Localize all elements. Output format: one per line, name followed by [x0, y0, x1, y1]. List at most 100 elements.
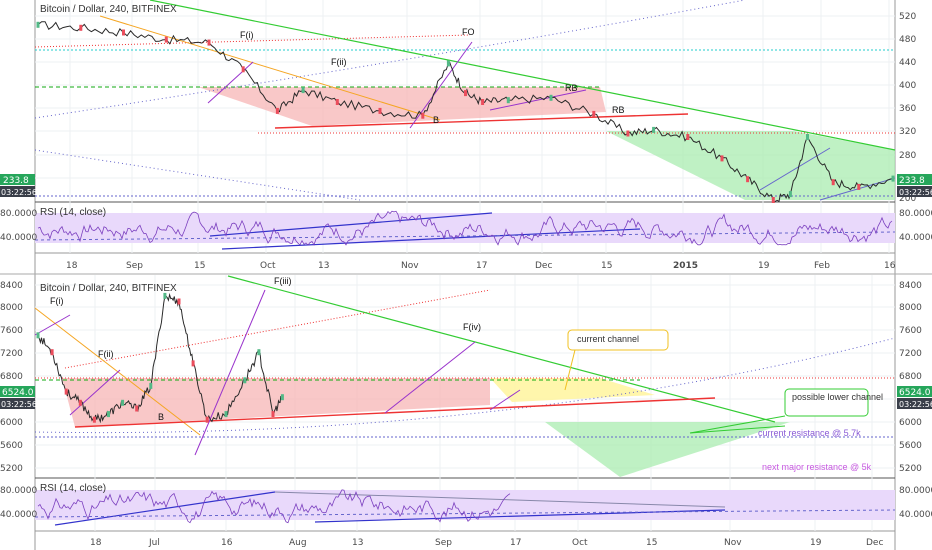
bottom-ytick: 5200 — [899, 464, 922, 474]
top-price-axis: 520 480 440 400 360 320 280 200 80.0000 … — [0, 12, 932, 243]
price-point — [421, 112, 425, 119]
top-chart-title: Bitcoin / Dollar, 240, BITFINEX — [40, 4, 177, 15]
wave-label-fiv-bottom: F(iv) — [463, 322, 481, 332]
price-point — [241, 66, 245, 73]
rb-label-1: RB — [565, 83, 578, 93]
top-rsi-label: RSI (14, close) — [40, 207, 106, 218]
rsi-line — [37, 489, 511, 524]
top-countdown-left: 03:22:56 — [1, 188, 37, 197]
wave-label-fii-top: F(ii) — [331, 57, 347, 67]
price-point — [301, 87, 305, 94]
price-point — [446, 60, 450, 67]
current-resistance-note: current resistance @ 5.7k — [758, 428, 861, 438]
bottom-ytick-left: 7200 — [0, 349, 23, 359]
price-line — [37, 292, 283, 424]
price-point — [771, 197, 775, 203]
price-point — [857, 183, 861, 190]
bottom-price-series — [36, 292, 284, 424]
price-point — [36, 21, 40, 28]
rsi-line — [37, 210, 893, 246]
price-point — [275, 107, 279, 114]
top-price-badges: 233.8 03:22:56 233.8 03:22:56 — [0, 174, 932, 197]
top-ytick: 200 — [899, 194, 916, 204]
bottom-ytick: 6000 — [899, 418, 922, 428]
top-xtick: Nov — [401, 261, 419, 271]
bottom-drawings — [34, 275, 896, 526]
bottom-xtick: 15 — [646, 538, 657, 548]
price-point — [686, 134, 690, 140]
bottom-xtick: Nov — [724, 538, 742, 548]
bottom-last-price-left: 6524.0 — [2, 388, 34, 398]
top-xtick: 15 — [601, 261, 612, 271]
price-point — [271, 411, 275, 418]
bottom-chart-title: Bitcoin / Dollar, 240, BITFINEX — [40, 283, 177, 294]
top-xtick: 17 — [476, 261, 487, 271]
price-point — [481, 99, 485, 105]
bottom-ytick: 8400 — [899, 281, 922, 291]
green-projection-region — [545, 422, 790, 477]
price-point — [164, 36, 168, 43]
wave-label-fo-top: FO — [462, 27, 475, 37]
current-channel-note: current channel — [577, 334, 639, 344]
top-rsi-series — [37, 210, 893, 246]
price-point — [506, 97, 510, 104]
top-xtick: 15 — [194, 261, 205, 271]
bottom-ytick: 7200 — [899, 349, 922, 359]
price-line — [37, 21, 894, 203]
price-point — [464, 90, 467, 97]
bottom-ytick: 7600 — [899, 326, 922, 336]
wave-label-fiii-bottom: F(iii) — [274, 276, 292, 286]
bottom-countdown-left: 03:22:56 — [1, 400, 37, 409]
price-point — [135, 405, 139, 412]
wave-label-b-top: B — [433, 115, 439, 125]
top-xtick: 2015 — [673, 261, 698, 271]
top-ytick: 360 — [899, 104, 916, 114]
price-point — [831, 179, 835, 186]
bottom-rsi-tick-left: 80.0000 — [0, 486, 37, 496]
price-point — [177, 298, 181, 305]
top-xtick: 18 — [66, 261, 78, 271]
price-point — [280, 394, 284, 401]
top-ytick: 280 — [899, 151, 916, 161]
wave-label-b-bottom: B — [158, 412, 164, 422]
bottom-rsi-tick-left: 40.0000 — [0, 510, 37, 520]
wave-label-fii-bottom: F(ii) — [98, 349, 114, 359]
current-channel-box — [567, 329, 669, 351]
bottom-xtick: Oct — [572, 538, 588, 548]
wave-label-fi-bottom: F(i) — [50, 296, 64, 306]
possible-lower-channel-note: possible lower channel — [792, 392, 883, 402]
price-point — [626, 130, 630, 137]
price-point — [720, 155, 724, 162]
bottom-countdown-right: 03:22:56 — [899, 400, 932, 409]
price-point — [36, 332, 40, 339]
bottom-ytick-left: 6000 — [0, 418, 23, 428]
bottom-xtick: 17 — [510, 538, 521, 548]
top-time-axis: 18 Sep 15 Oct 13 Nov 17 Dec 15 2015 19 F… — [66, 261, 896, 271]
red-triangle-region — [198, 87, 606, 126]
price-point — [79, 24, 83, 31]
callouts: current channel possible lower channel c… — [567, 329, 883, 472]
price-point — [163, 292, 167, 299]
top-last-price-left: 233.8 — [3, 176, 29, 186]
price-point — [335, 99, 339, 105]
price-point — [50, 349, 54, 356]
rb-label-2: RB — [612, 105, 625, 115]
top-rsi-tick: 80.0000 — [899, 209, 932, 219]
bottom-rsi-tick: 40.0000 — [899, 510, 932, 520]
bottom-xtick: 19 — [810, 538, 822, 548]
bottom-ytick: 5600 — [899, 441, 922, 451]
price-point — [549, 94, 553, 101]
bottom-price-axis: 8400 8000 7600 7200 6800 6000 5600 5200 … — [0, 281, 932, 520]
price-point — [122, 29, 125, 36]
red-triangle-region-bottom — [62, 378, 490, 427]
top-ytick: 320 — [899, 127, 916, 137]
price-point — [257, 349, 261, 356]
bottom-xtick: Jul — [148, 538, 160, 548]
bottom-rsi-tick: 80.0000 — [899, 486, 932, 496]
top-price-series — [36, 21, 895, 203]
bottom-time-axis: 18 Jul 16 Aug 13 Sep 17 Oct 15 Nov 19 De… — [90, 538, 883, 548]
top-xtick: 16 — [884, 261, 896, 271]
bottom-ytick-left: 5600 — [0, 441, 23, 451]
